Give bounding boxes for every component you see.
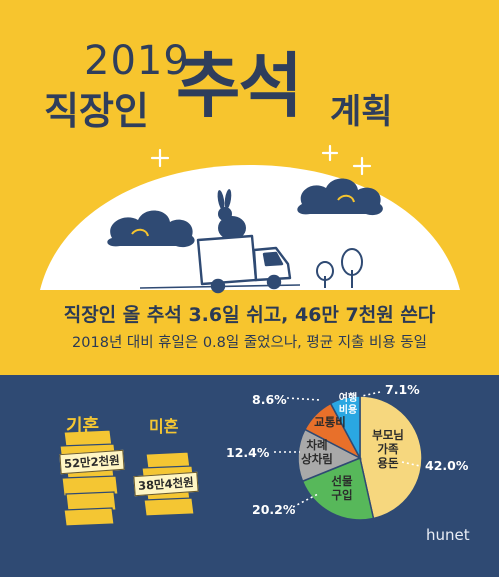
title-left: 직장인 bbox=[44, 89, 149, 133]
seg-label-0-line-2: 용돈 bbox=[377, 456, 399, 470]
seg-label-4: 여행 비용 bbox=[336, 393, 360, 417]
headline: 직장인 올 추석 3.6일 쉬고, 46만 7천원 쓴다 bbox=[63, 304, 436, 326]
pct-label-0: 42.0% bbox=[425, 458, 469, 473]
seg-label-3-line-0: 교통비 bbox=[314, 415, 346, 429]
pct-label-1: 20.2% bbox=[252, 502, 296, 517]
title-main: 추석 bbox=[176, 45, 303, 127]
seg-label-1-line-1: 구입 bbox=[331, 488, 353, 502]
cloud-icon bbox=[107, 210, 195, 248]
pie-chart bbox=[297, 395, 423, 521]
pct-label-2: 12.4% bbox=[226, 445, 270, 460]
tree-icon bbox=[316, 261, 334, 288]
single-label: 미혼 bbox=[149, 417, 179, 436]
star-icon bbox=[352, 156, 372, 176]
leader-lines bbox=[274, 391, 421, 508]
seg-label-2: 차례 상차림 bbox=[296, 438, 338, 466]
seg-label-4-line-1: 비용 bbox=[338, 405, 358, 416]
pie-slice-4 bbox=[329, 395, 361, 459]
seg-label-2-line-0: 차례 bbox=[306, 438, 328, 452]
subheadline: 2018년 대비 휴일은 0.8일 줄었으나, 평균 지출 비용 동일 bbox=[72, 335, 427, 351]
star-icon bbox=[150, 148, 170, 168]
married-label: 기혼 bbox=[66, 416, 100, 437]
truck-icon bbox=[139, 234, 301, 294]
seg-label-0: 부모님 가족 용돈 bbox=[366, 428, 410, 470]
pct-label-4: 7.1% bbox=[385, 382, 420, 397]
pie-slice-0 bbox=[359, 395, 423, 520]
seg-label-0-line-0: 부모님 bbox=[372, 428, 404, 442]
pct-label-3: 8.6% bbox=[252, 392, 287, 407]
pie-slice-2 bbox=[297, 428, 362, 483]
pie-slice-1 bbox=[301, 456, 375, 521]
brand-logo: hunet bbox=[426, 526, 470, 544]
rabbit-icon bbox=[217, 189, 246, 240]
coin-stack-icon bbox=[59, 429, 119, 527]
star-icon bbox=[321, 144, 339, 162]
seg-label-4-line-0: 여행 bbox=[338, 393, 358, 404]
seg-label-2-line-1: 상차림 bbox=[301, 452, 333, 466]
seg-label-3: 교통비 bbox=[310, 415, 350, 429]
title-right: 계획 bbox=[330, 92, 393, 132]
cloud-icon bbox=[297, 178, 383, 216]
tree-icon bbox=[341, 248, 363, 288]
seg-label-1-line-0: 선물 bbox=[331, 474, 353, 488]
seg-label-1: 선물 구입 bbox=[325, 474, 359, 502]
seg-label-0-line-1: 가족 bbox=[377, 442, 399, 456]
title-year: 2019 bbox=[84, 38, 190, 84]
